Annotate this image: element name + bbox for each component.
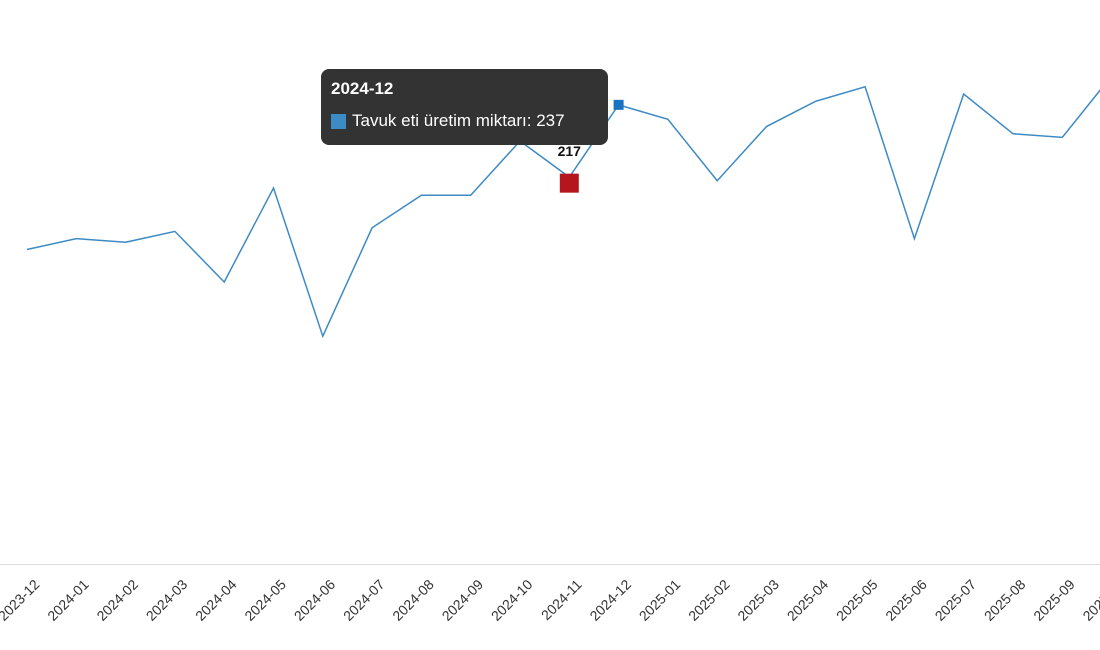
x-tick-label: 2024-12 — [586, 576, 634, 624]
tooltip-separator: : — [526, 111, 537, 130]
x-tick-label: 2024-04 — [192, 576, 240, 624]
x-tick-label: 2024-08 — [389, 576, 437, 624]
tooltip-row: Tavuk eti üretim miktarı: 237 — [331, 111, 598, 131]
x-tick-label: 2025-05 — [833, 576, 881, 624]
x-tick-label: 2024-11 — [538, 576, 585, 623]
x-tick-label: 2025-03 — [734, 576, 782, 624]
x-tick-label: 2025-02 — [685, 576, 733, 624]
tooltip: 2024-12 Tavuk eti üretim miktarı: 237 — [321, 69, 608, 145]
data-label: 217 — [558, 143, 582, 159]
hover-marker — [613, 99, 624, 110]
x-tick-label: 2025-08 — [981, 576, 1029, 624]
x-tick-label: 2025-06 — [882, 576, 930, 624]
x-tick-label: 2025-04 — [784, 576, 832, 624]
x-tick-label: 2025-10 — [1079, 576, 1100, 624]
tooltip-title: 2024-12 — [331, 79, 394, 98]
x-tick-label: 2024-05 — [241, 576, 289, 624]
x-tick-label: 2024-01 — [44, 576, 92, 624]
tooltip-series: Tavuk eti üretim miktarı — [352, 111, 527, 130]
x-tick-label: 2024-07 — [340, 576, 388, 624]
x-tick-label: 2025-07 — [932, 576, 980, 624]
tooltip-swatch — [331, 113, 346, 129]
x-tick-label: 2024-10 — [488, 576, 536, 624]
x-tick-label: 2024-09 — [439, 576, 487, 624]
x-tick-label: 2024-02 — [93, 576, 141, 624]
x-tick-label: 2024-03 — [143, 576, 191, 624]
x-tick-label: 2024-06 — [291, 576, 339, 624]
x-tick-label: 2023-12 — [0, 576, 43, 624]
tooltip-value: 237 — [536, 111, 565, 130]
highlight-marker — [559, 173, 579, 193]
x-tick-label: 2025-01 — [636, 576, 684, 624]
x-tick-label: 2025-09 — [1030, 576, 1078, 624]
